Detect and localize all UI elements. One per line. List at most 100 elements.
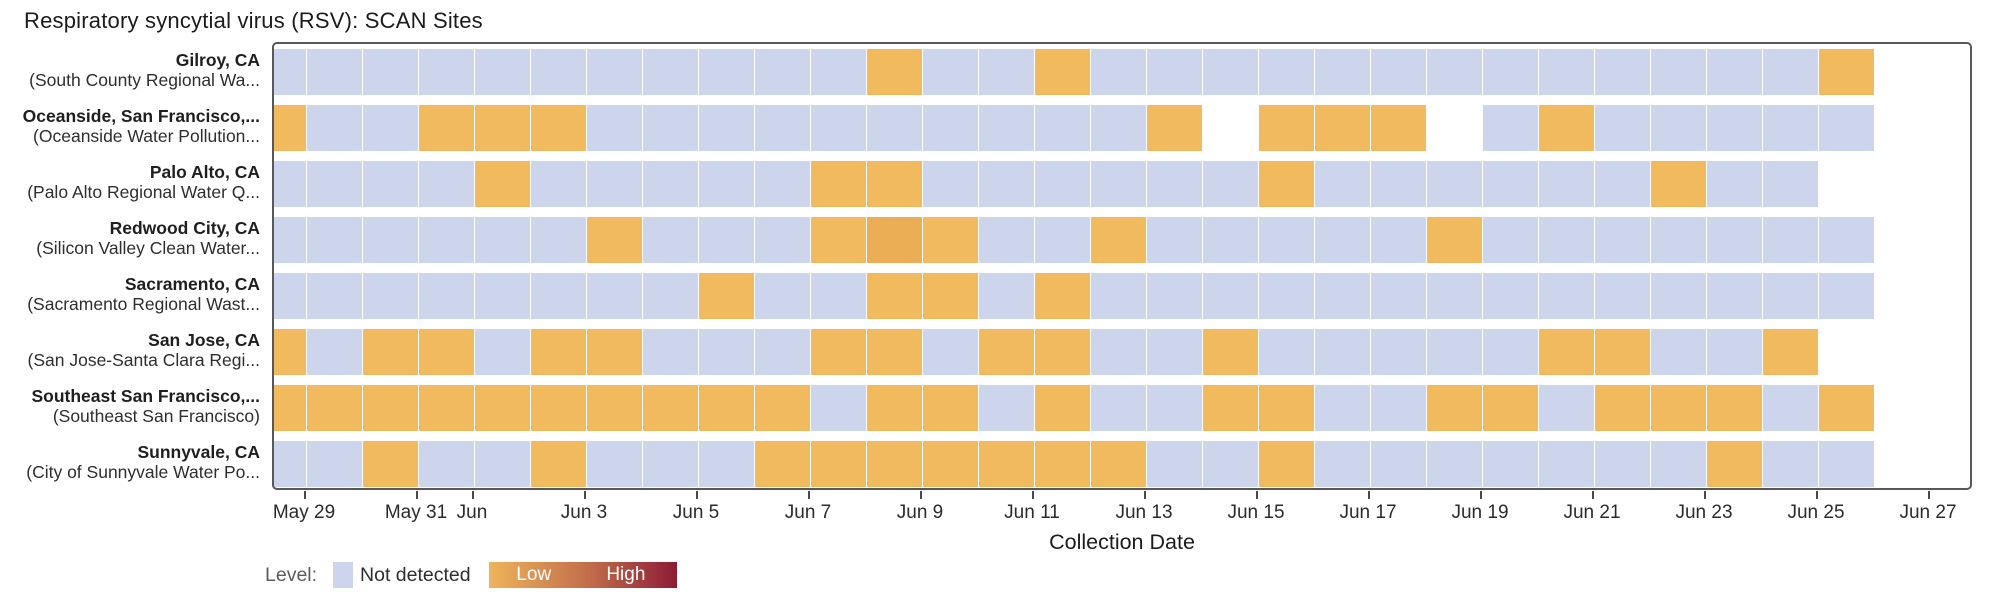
- heatmap-cell[interactable]: [1146, 385, 1202, 431]
- heatmap-cell[interactable]: [1594, 441, 1650, 487]
- heatmap-cell[interactable]: [1090, 217, 1146, 263]
- heatmap-cell[interactable]: [1762, 217, 1818, 263]
- heatmap-cell[interactable]: [474, 49, 530, 95]
- heatmap-cell[interactable]: [1370, 273, 1426, 319]
- heatmap-cell[interactable]: [1818, 105, 1874, 151]
- heatmap-cell[interactable]: [698, 385, 754, 431]
- heatmap-cell[interactable]: [978, 385, 1034, 431]
- heatmap-cell[interactable]: [1594, 161, 1650, 207]
- heatmap-cell[interactable]: [474, 329, 530, 375]
- heatmap-cell[interactable]: [586, 441, 642, 487]
- heatmap-cell[interactable]: [474, 105, 530, 151]
- heatmap-cell[interactable]: [922, 441, 978, 487]
- heatmap-cell[interactable]: [1258, 161, 1314, 207]
- heatmap-cell[interactable]: [418, 217, 474, 263]
- heatmap-cell[interactable]: [922, 49, 978, 95]
- heatmap-cell[interactable]: [306, 273, 362, 319]
- heatmap-cell[interactable]: [642, 105, 698, 151]
- heatmap-cell[interactable]: [1258, 329, 1314, 375]
- heatmap-cell[interactable]: [1202, 329, 1258, 375]
- heatmap-cell[interactable]: [530, 217, 586, 263]
- heatmap-cell[interactable]: [418, 273, 474, 319]
- heatmap-cell[interactable]: [1146, 161, 1202, 207]
- heatmap-cell[interactable]: [754, 385, 810, 431]
- heatmap-cell[interactable]: [530, 105, 586, 151]
- heatmap-cell[interactable]: [474, 385, 530, 431]
- heatmap-cell[interactable]: [1762, 329, 1818, 375]
- heatmap-cell[interactable]: [1426, 273, 1482, 319]
- heatmap-cell[interactable]: [1202, 273, 1258, 319]
- heatmap-cell[interactable]: [1370, 441, 1426, 487]
- heatmap-cell[interactable]: [1090, 161, 1146, 207]
- heatmap-cell[interactable]: [1482, 329, 1538, 375]
- heatmap-cell[interactable]: [1538, 217, 1594, 263]
- heatmap-cell[interactable]: [1482, 441, 1538, 487]
- heatmap-cell[interactable]: [362, 329, 418, 375]
- heatmap-cell[interactable]: [1314, 161, 1370, 207]
- heatmap-cell[interactable]: [922, 273, 978, 319]
- heatmap-cell[interactable]: [1426, 217, 1482, 263]
- heatmap-cell[interactable]: [1482, 217, 1538, 263]
- heatmap-cell[interactable]: [866, 105, 922, 151]
- heatmap-cell[interactable]: [1426, 385, 1482, 431]
- heatmap-cell[interactable]: [810, 217, 866, 263]
- heatmap-cell[interactable]: [1762, 105, 1818, 151]
- heatmap-cell[interactable]: [1090, 441, 1146, 487]
- heatmap-cell[interactable]: [1258, 49, 1314, 95]
- heatmap-cell[interactable]: [1594, 329, 1650, 375]
- heatmap-cell[interactable]: [306, 217, 362, 263]
- heatmap-cell[interactable]: [1706, 105, 1762, 151]
- heatmap-cell[interactable]: [586, 385, 642, 431]
- heatmap-cell[interactable]: [1706, 273, 1762, 319]
- heatmap-cell[interactable]: [642, 441, 698, 487]
- heatmap-cell[interactable]: [866, 441, 922, 487]
- heatmap-cell[interactable]: [586, 49, 642, 95]
- heatmap-cell[interactable]: [1370, 217, 1426, 263]
- heatmap-cell[interactable]: [642, 273, 698, 319]
- heatmap-cell[interactable]: [306, 329, 362, 375]
- heatmap-cell[interactable]: [274, 105, 306, 151]
- heatmap-cell[interactable]: [586, 217, 642, 263]
- heatmap-cell[interactable]: [1538, 385, 1594, 431]
- heatmap-cell[interactable]: [754, 161, 810, 207]
- heatmap-cell[interactable]: [1426, 441, 1482, 487]
- heatmap-cell[interactable]: [1818, 217, 1874, 263]
- heatmap-cell[interactable]: [1426, 161, 1482, 207]
- heatmap-cell[interactable]: [1314, 273, 1370, 319]
- heatmap-cell[interactable]: [274, 385, 306, 431]
- heatmap-cell[interactable]: [922, 385, 978, 431]
- heatmap-cell[interactable]: [810, 273, 866, 319]
- heatmap-cell[interactable]: [1538, 161, 1594, 207]
- heatmap-cell[interactable]: [1538, 273, 1594, 319]
- heatmap-cell[interactable]: [586, 329, 642, 375]
- heatmap-cell[interactable]: [1034, 161, 1090, 207]
- heatmap-cell[interactable]: [1538, 441, 1594, 487]
- heatmap-cell[interactable]: [306, 105, 362, 151]
- heatmap-cell[interactable]: [1706, 49, 1762, 95]
- heatmap-cell[interactable]: [1706, 217, 1762, 263]
- heatmap-cell[interactable]: [1482, 161, 1538, 207]
- heatmap-cell[interactable]: [1706, 161, 1762, 207]
- heatmap-cell[interactable]: [1090, 273, 1146, 319]
- heatmap-cell[interactable]: [866, 329, 922, 375]
- heatmap-cell[interactable]: [1314, 329, 1370, 375]
- heatmap-cell[interactable]: [474, 441, 530, 487]
- heatmap-cell[interactable]: [1818, 273, 1874, 319]
- heatmap-cell[interactable]: [362, 161, 418, 207]
- heatmap-cell[interactable]: [978, 329, 1034, 375]
- heatmap-cell[interactable]: [530, 49, 586, 95]
- heatmap-cell[interactable]: [1650, 441, 1706, 487]
- heatmap-cell[interactable]: [306, 161, 362, 207]
- heatmap-cell[interactable]: [1314, 49, 1370, 95]
- heatmap-cell[interactable]: [1370, 329, 1426, 375]
- heatmap-cell[interactable]: [1090, 329, 1146, 375]
- heatmap-cell[interactable]: [474, 273, 530, 319]
- heatmap-cell[interactable]: [1426, 49, 1482, 95]
- heatmap-cell[interactable]: [978, 273, 1034, 319]
- heatmap-cell[interactable]: [1594, 385, 1650, 431]
- heatmap-cell[interactable]: [1538, 49, 1594, 95]
- heatmap-cell[interactable]: [754, 329, 810, 375]
- heatmap-cell[interactable]: [1314, 105, 1370, 151]
- heatmap-cell[interactable]: [306, 385, 362, 431]
- heatmap-cell[interactable]: [418, 441, 474, 487]
